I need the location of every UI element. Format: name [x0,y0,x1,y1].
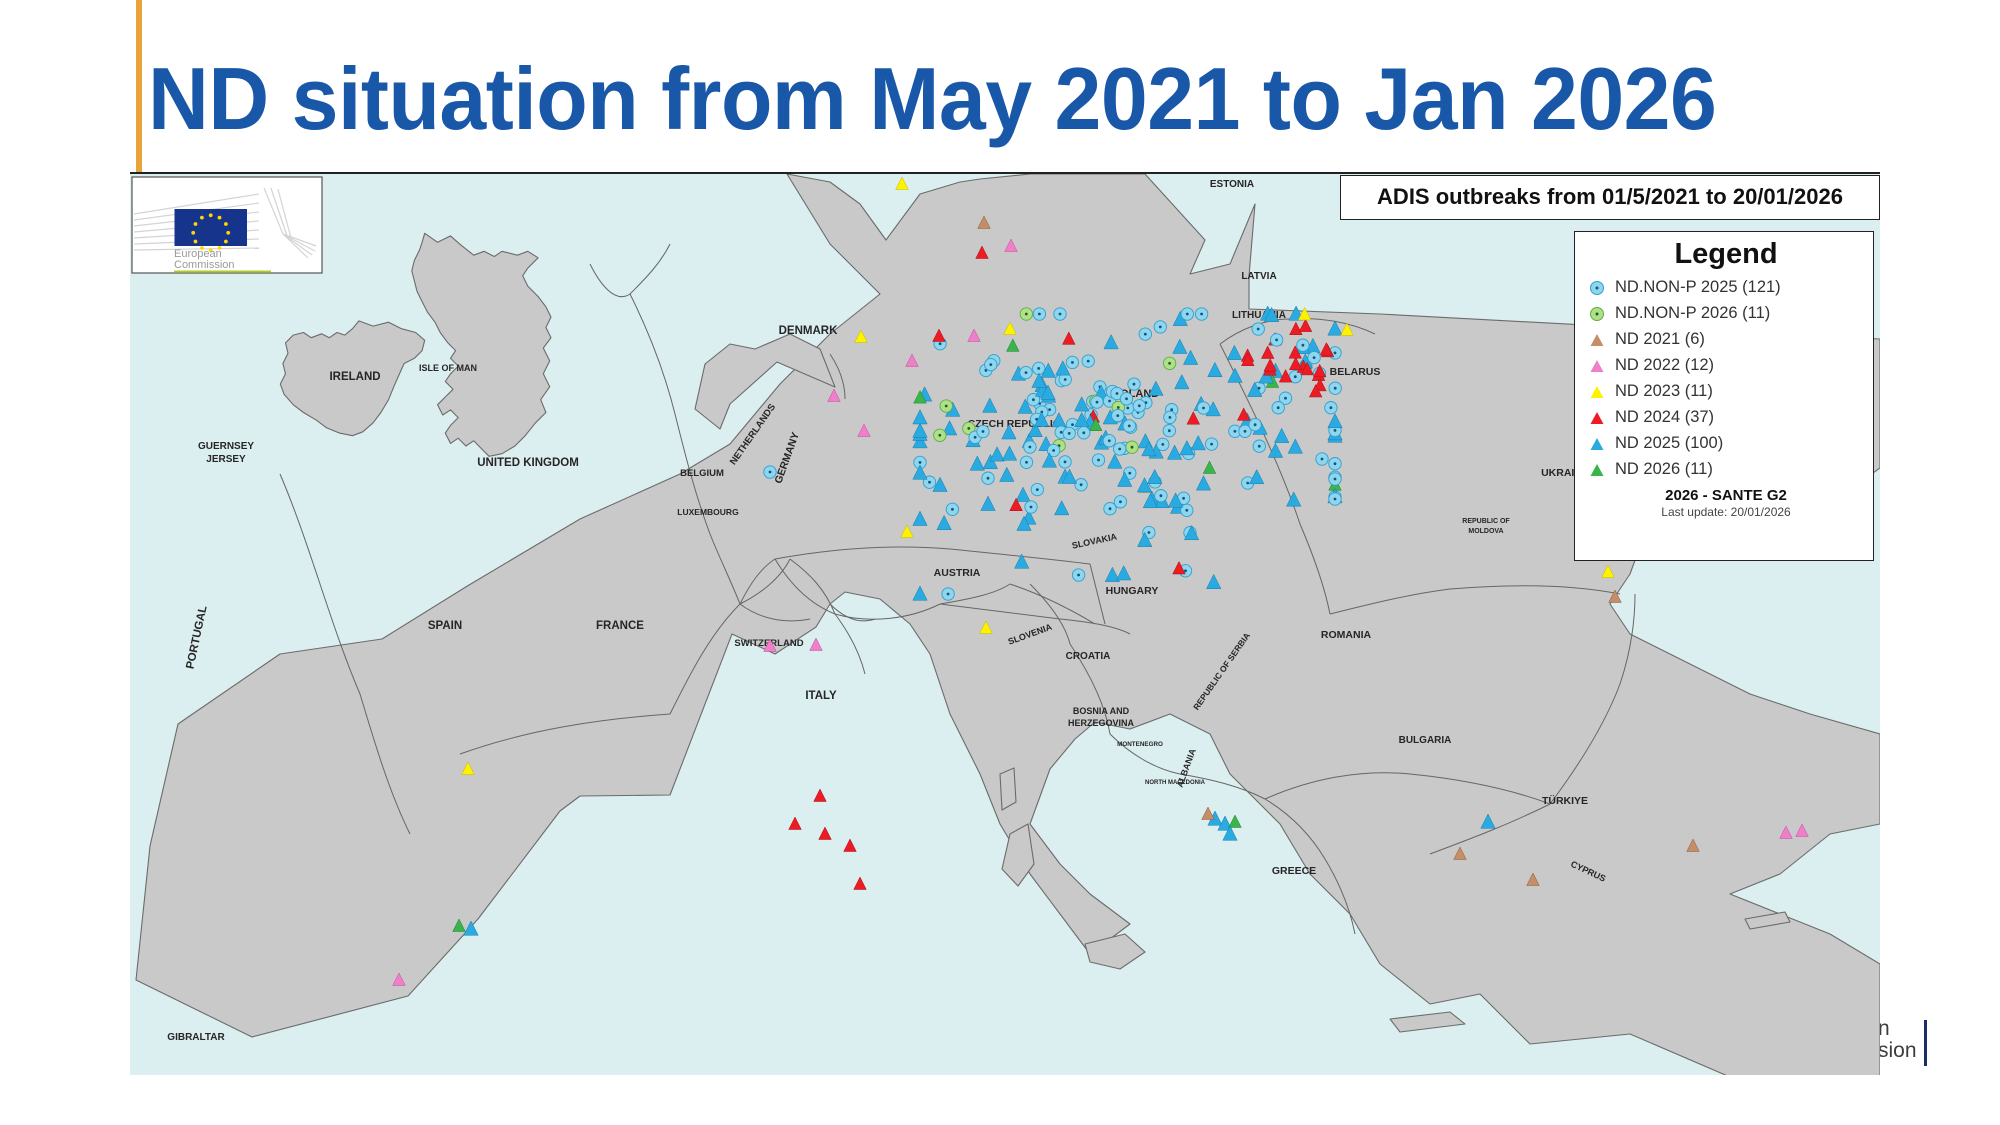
svg-text:SPAIN: SPAIN [428,620,462,632]
svg-text:ESTONIA: ESTONIA [1210,179,1254,190]
svg-text:FRANCE: FRANCE [596,620,644,632]
svg-text:ROMANIA: ROMANIA [1321,629,1372,641]
svg-text:GIBRALTAR: GIBRALTAR [167,1032,225,1043]
svg-text:MOLDOVA: MOLDOVA [1468,528,1503,535]
svg-text:IRELAND: IRELAND [329,371,380,383]
svg-text:REPUBLIC OF: REPUBLIC OF [1462,518,1510,525]
svg-text:Commission: Commission [174,259,235,271]
svg-text:GREECE: GREECE [1272,865,1316,877]
svg-text:GUERNSEY: GUERNSEY [198,441,254,452]
svg-text:HUNGARY: HUNGARY [1106,585,1159,597]
svg-text:JERSEY: JERSEY [206,454,246,465]
svg-text:BELARUS: BELARUS [1330,366,1381,378]
svg-text:BOSNIA AND: BOSNIA AND [1073,706,1130,716]
svg-text:MONTENEGRO: MONTENEGRO [1117,741,1163,748]
svg-text:AUSTRIA: AUSTRIA [934,567,981,579]
svg-text:HERZEGOVINA: HERZEGOVINA [1068,718,1135,728]
svg-text:BULGARIA: BULGARIA [1399,735,1452,746]
svg-text:LATVIA: LATVIA [1241,271,1276,282]
svg-text:LUXEMBOURG: LUXEMBOURG [677,507,739,517]
svg-text:UNITED KINGDOM: UNITED KINGDOM [477,457,579,469]
svg-text:ITALY: ITALY [805,690,837,702]
svg-text:TÜRKIYE: TÜRKIYE [1542,794,1588,807]
svg-text:DENMARK: DENMARK [779,325,838,337]
svg-text:ISLE OF MAN: ISLE OF MAN [419,363,477,373]
svg-text:BELGIUM: BELGIUM [680,468,724,479]
svg-text:CROATIA: CROATIA [1066,651,1111,662]
